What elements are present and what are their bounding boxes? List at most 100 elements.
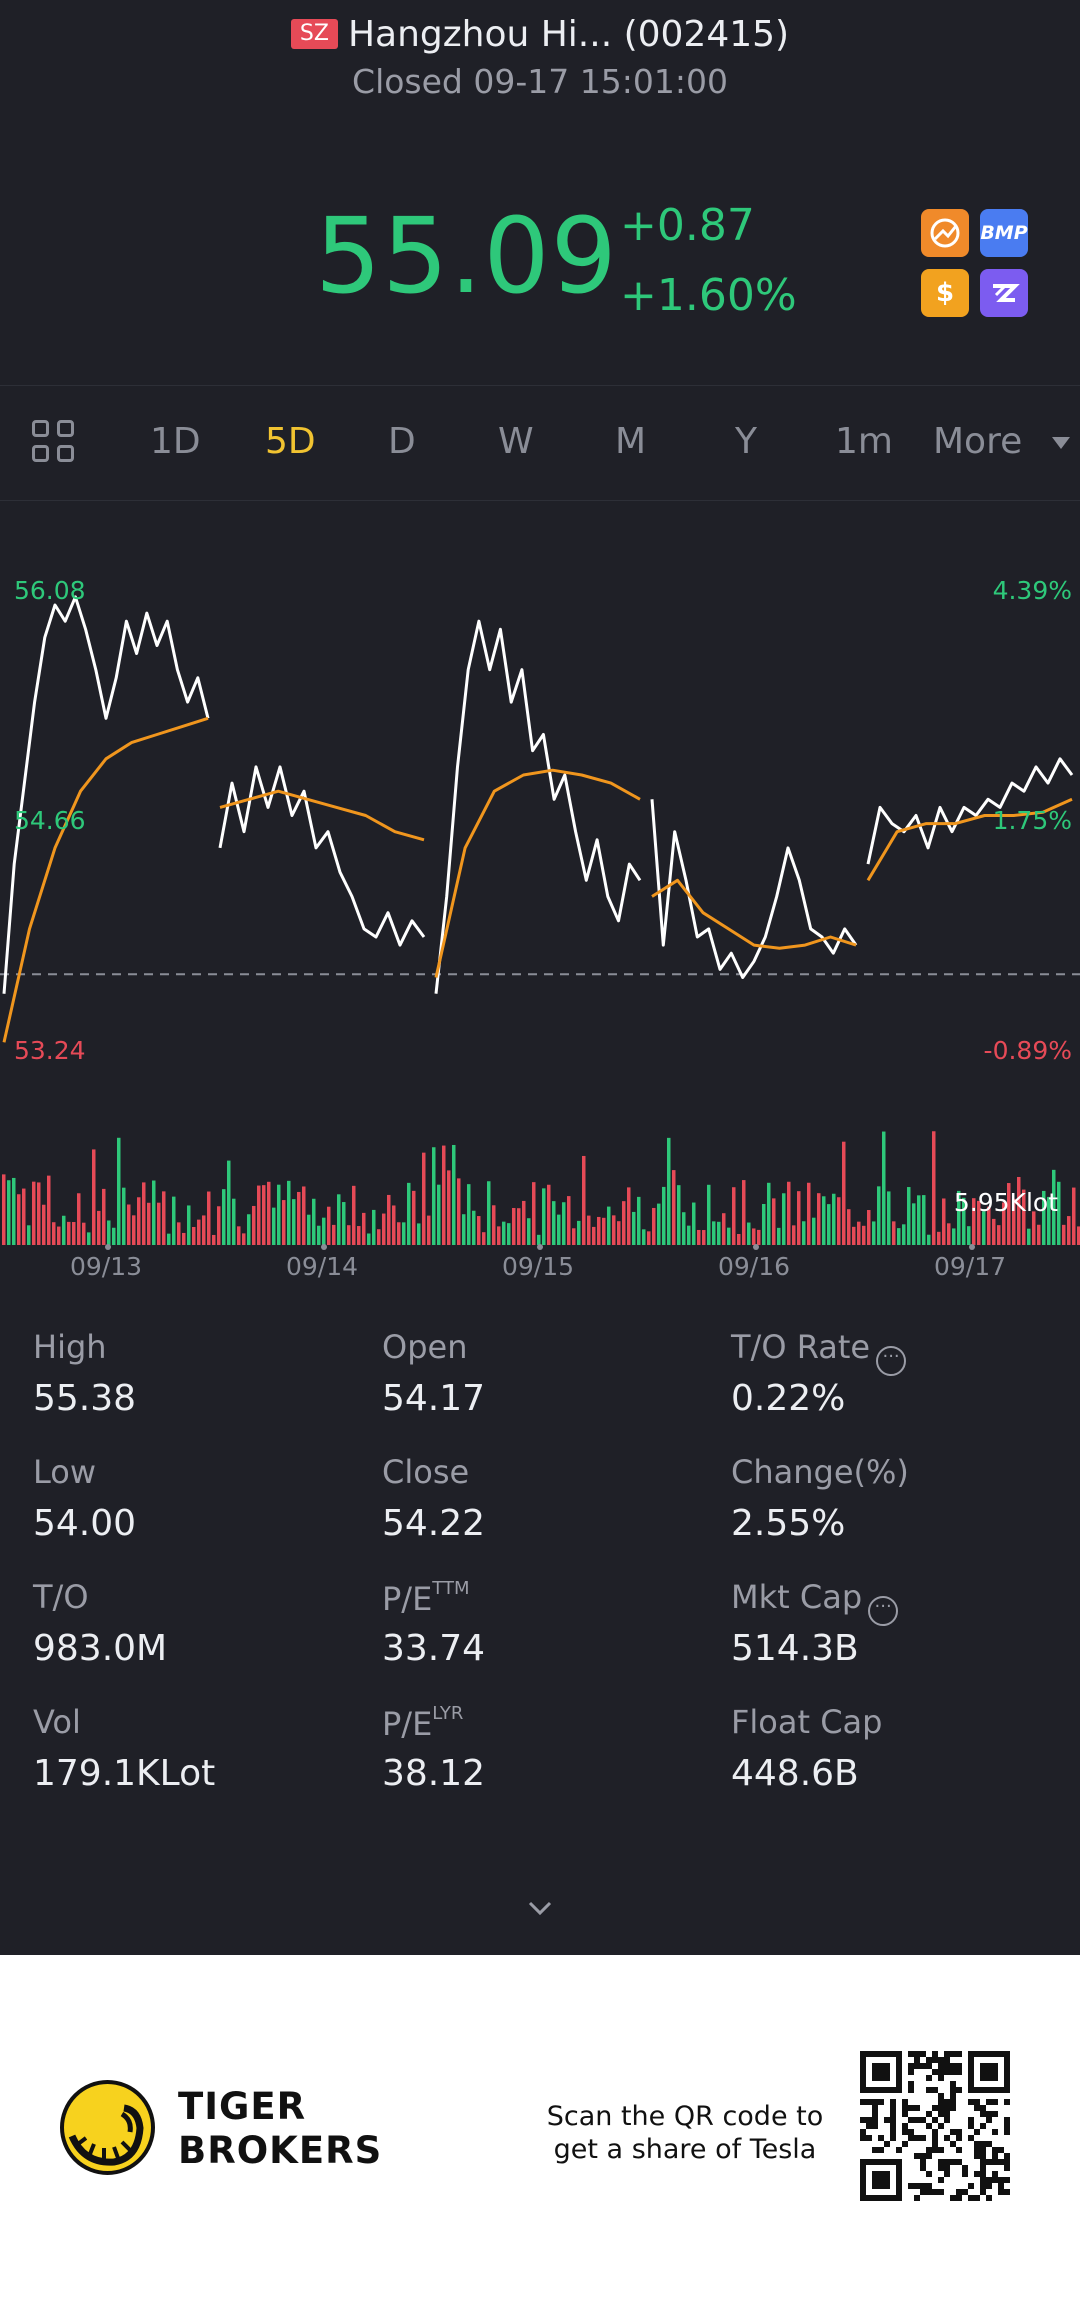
arrows-icon[interactable] xyxy=(921,209,969,257)
qr-module xyxy=(938,2123,944,2129)
more-info-icon[interactable]: ··· xyxy=(868,1596,899,1626)
qr-module xyxy=(872,2117,878,2123)
more-info-icon[interactable]: ··· xyxy=(876,1346,907,1376)
qr-module xyxy=(956,2147,962,2153)
grid-icon[interactable] xyxy=(32,420,78,466)
qr-module xyxy=(932,2135,938,2141)
volume-bar xyxy=(392,1205,396,1245)
tab-year[interactable]: Y xyxy=(735,421,757,462)
volume-bar xyxy=(342,1202,346,1245)
tab-1m[interactable]: 1m xyxy=(835,421,893,462)
last-price: 55.09 xyxy=(315,195,618,317)
stat-value-float-cap: 448.6B xyxy=(731,1753,859,1794)
qr-module xyxy=(920,2189,926,2195)
x-tick-mark xyxy=(537,1244,543,1250)
volume-bar xyxy=(532,1182,536,1245)
y-tick-right-high: 4.39% xyxy=(992,576,1072,605)
qr-module xyxy=(902,2111,908,2117)
qr-code-icon[interactable] xyxy=(860,2051,1010,2201)
qr-module xyxy=(914,2183,920,2189)
volume-bar xyxy=(397,1222,401,1245)
qr-module xyxy=(1004,2153,1010,2159)
zz-icon[interactable] xyxy=(980,269,1028,317)
volume-bar xyxy=(592,1226,596,1245)
volume-bar xyxy=(582,1155,586,1245)
qr-module xyxy=(956,2129,962,2135)
volume-label: 5.95Klot xyxy=(953,1188,1058,1217)
volume-bar xyxy=(937,1231,941,1245)
volume-bar xyxy=(512,1207,516,1245)
volume-bar xyxy=(667,1137,671,1245)
volume-bar xyxy=(257,1185,261,1245)
stat-label-low: Low xyxy=(33,1453,97,1491)
volume-bar xyxy=(272,1207,276,1245)
price-line-segment xyxy=(2,595,210,994)
volume-bar xyxy=(202,1215,206,1245)
qr-module xyxy=(950,2093,956,2099)
qr-module xyxy=(866,2135,872,2141)
qr-module xyxy=(992,2147,998,2153)
volume-bar xyxy=(62,1215,66,1245)
volume-bar xyxy=(1077,1226,1080,1245)
volume-bar xyxy=(792,1225,796,1245)
volume-bar xyxy=(702,1230,706,1245)
volume-bar xyxy=(897,1228,901,1245)
volume-bar xyxy=(982,1211,986,1245)
volume-bar xyxy=(187,1205,191,1245)
stat-label-mkt-cap: Mkt Cap ··· xyxy=(731,1578,899,1626)
qr-module xyxy=(932,2051,938,2057)
qr-module xyxy=(938,2093,944,2099)
qr-module xyxy=(950,2081,956,2087)
price-change: +0.87 xyxy=(620,200,755,251)
qr-module xyxy=(992,2111,998,2117)
dollar-icon[interactable]: $ xyxy=(921,269,969,317)
qr-module xyxy=(860,2117,866,2123)
qr-module xyxy=(956,2087,962,2093)
tab-5d[interactable]: 5D xyxy=(265,421,316,462)
volume-bar xyxy=(12,1177,16,1245)
qr-module xyxy=(950,2069,956,2075)
bmp-badge-icon[interactable]: BMP xyxy=(980,209,1028,257)
qr-module xyxy=(926,2057,932,2063)
qr-module xyxy=(932,2057,938,2063)
qr-module xyxy=(914,2117,920,2123)
volume-bar xyxy=(832,1193,836,1245)
tab-week[interactable]: W xyxy=(498,421,534,462)
qr-module xyxy=(1004,2165,1010,2171)
qr-module xyxy=(950,2105,956,2111)
volume-bar xyxy=(17,1194,21,1245)
volume-bar xyxy=(887,1191,891,1245)
volume-bar xyxy=(757,1229,761,1245)
volume-bar xyxy=(637,1196,641,1245)
volume-bar xyxy=(377,1229,381,1245)
qr-module xyxy=(956,2051,962,2057)
volume-bar xyxy=(102,1188,106,1245)
qr-module xyxy=(998,2189,1004,2195)
tab-more[interactable]: More xyxy=(933,421,1023,462)
scan-line-2: get a share of Tesla xyxy=(553,2134,817,2165)
volume-bar xyxy=(977,1200,981,1245)
qr-module xyxy=(938,2147,944,2153)
chevron-down-icon[interactable] xyxy=(1052,437,1070,449)
tab-day[interactable]: D xyxy=(388,421,416,462)
chevron-down-icon[interactable] xyxy=(527,1895,553,1921)
tab-1d[interactable]: 1D xyxy=(150,421,201,462)
volume-bar xyxy=(232,1198,236,1245)
volume-bar xyxy=(687,1225,691,1245)
x-tick-0917: 09/17 xyxy=(934,1252,1007,1281)
qr-module xyxy=(890,2117,896,2123)
volume-bar xyxy=(347,1225,351,1245)
qr-module xyxy=(998,2147,1004,2153)
qr-module xyxy=(932,2069,938,2075)
tab-month[interactable]: M xyxy=(615,421,647,462)
qr-module xyxy=(902,2099,908,2105)
qr-module xyxy=(908,2087,914,2093)
price-chart[interactable]: 56.08 54.66 53.24 4.39% 1.75% -0.89% 5.9… xyxy=(0,500,1080,1300)
qr-module xyxy=(944,2165,950,2171)
volume-bar xyxy=(847,1209,851,1245)
volume-bar xyxy=(957,1190,961,1245)
qr-finder-core xyxy=(980,2063,998,2081)
volume-bar xyxy=(282,1200,286,1245)
stat-value-open: 54.17 xyxy=(382,1378,486,1419)
volume-bar xyxy=(487,1181,491,1245)
